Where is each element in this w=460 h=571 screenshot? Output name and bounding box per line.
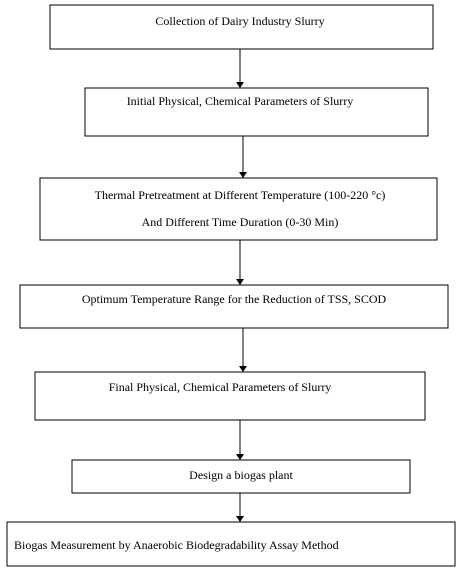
- arrow-head: [236, 516, 244, 522]
- box-label: Design a biogas plant: [189, 468, 293, 482]
- box-label: Thermal Pretreatment at Different Temper…: [95, 188, 386, 202]
- process-box: [49, 4, 434, 50]
- process-box: [71, 459, 411, 494]
- arrows: [236, 49, 247, 522]
- process-box: [34, 371, 426, 421]
- box-label: Initial Physical, Chemical Parameters of…: [127, 94, 354, 108]
- process-box: [84, 87, 429, 137]
- process-box: [6, 521, 456, 567]
- arrow-head: [236, 454, 244, 460]
- arrow-head: [236, 82, 244, 88]
- box-label: Optimum Temperature Range for the Reduct…: [82, 292, 387, 306]
- process-box: [39, 177, 438, 241]
- arrow-head: [239, 366, 247, 372]
- process-box: [19, 284, 449, 329]
- box-label: Biogas Measurement by Anaerobic Biodegra…: [14, 538, 339, 552]
- box-label: And Different Time Duration (0-30 Min): [142, 215, 339, 229]
- arrow-head: [236, 279, 244, 285]
- box-label: Collection of Dairy Industry Slurry: [155, 14, 324, 28]
- box-label: Final Physical, Chemical Parameters of S…: [109, 380, 332, 394]
- arrow-head: [239, 172, 247, 178]
